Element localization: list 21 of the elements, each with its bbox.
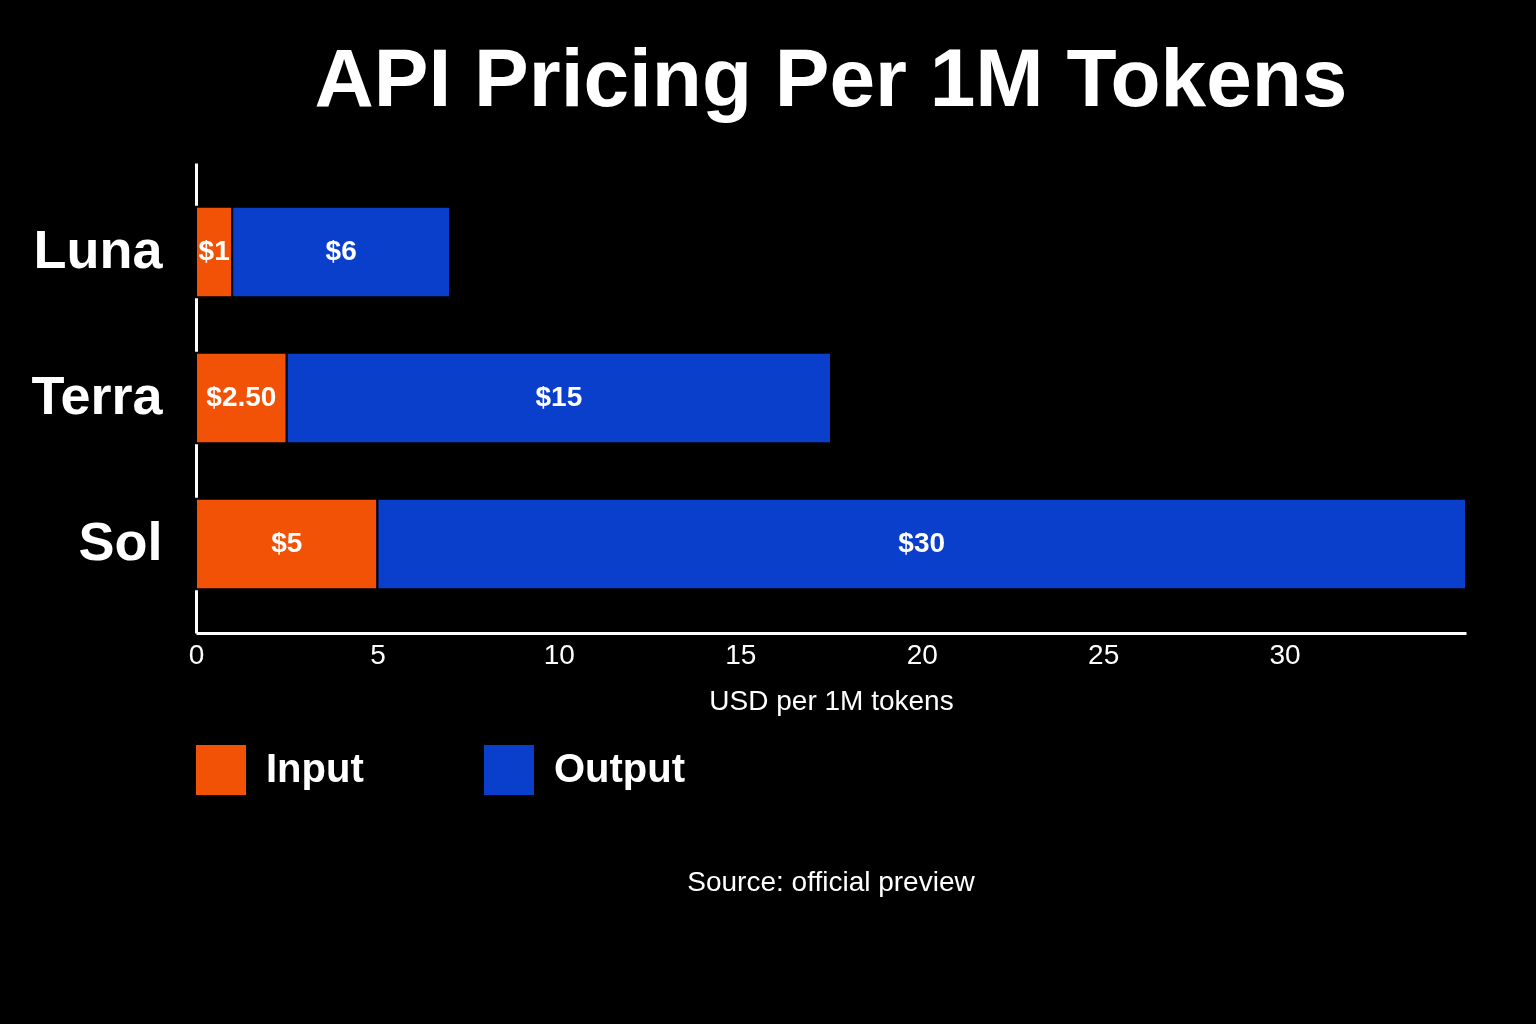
- data-label: $15: [535, 381, 583, 412]
- data-label: $5: [271, 526, 303, 558]
- data-label: $6: [325, 235, 357, 267]
- chart-title: API Pricing Per 1M Tokens: [314, 32, 1348, 123]
- x-tick-label: 15: [725, 638, 757, 670]
- x-tick-label: 20: [906, 638, 938, 670]
- x-tick-label: 10: [543, 638, 575, 670]
- legend-label: Output: [554, 746, 686, 790]
- x-axis-title: USD per 1M tokens: [709, 684, 954, 716]
- data-label: $30: [898, 526, 946, 558]
- x-tick-label: 25: [1088, 638, 1120, 670]
- data-label: $2.50: [206, 381, 277, 412]
- y-tick-label: Terra: [31, 365, 164, 425]
- x-tick-label: 0: [188, 638, 205, 670]
- legend-label: Input: [266, 746, 364, 790]
- source-note: Source: official preview: [687, 866, 976, 897]
- data-label: $1: [198, 235, 230, 267]
- x-tick-label: 30: [1269, 638, 1301, 670]
- x-tick-label: 5: [370, 638, 386, 670]
- y-tick-label: Luna: [33, 219, 164, 280]
- y-tick-label: Sol: [78, 510, 163, 571]
